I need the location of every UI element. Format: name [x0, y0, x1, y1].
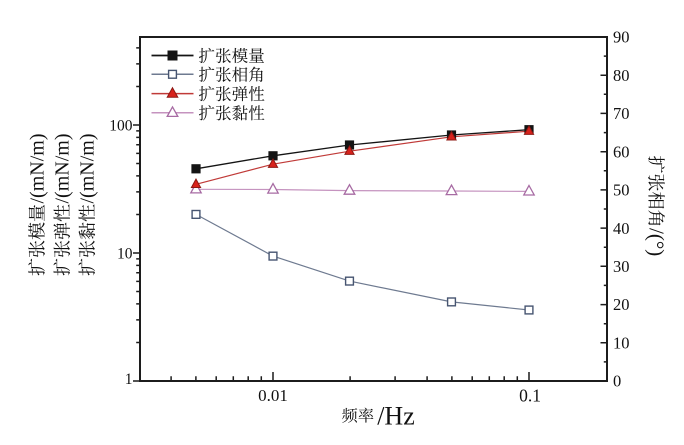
svg-text:40: 40	[613, 219, 630, 238]
svg-text:/(mN/m): /(mN/m)	[77, 134, 99, 204]
svg-text:1: 1	[125, 371, 133, 388]
svg-text:100: 100	[109, 117, 133, 134]
svg-text:10: 10	[117, 245, 133, 262]
svg-text:/(°): /(°)	[645, 228, 669, 256]
svg-text:30: 30	[613, 257, 630, 276]
svg-text:/(mN/m): /(mN/m)	[26, 134, 48, 204]
svg-text:50: 50	[613, 181, 630, 200]
svg-text:90: 90	[613, 28, 630, 47]
svg-text:80: 80	[613, 66, 630, 85]
svg-text:0.01: 0.01	[258, 386, 288, 405]
svg-text:10: 10	[613, 334, 630, 353]
svg-text:0: 0	[613, 372, 621, 391]
svg-text:60: 60	[613, 142, 630, 161]
svg-text:0.1: 0.1	[519, 386, 541, 406]
svg-text:70: 70	[613, 104, 630, 123]
svg-text:20: 20	[613, 295, 630, 314]
svg-text:/Hz: /Hz	[377, 402, 415, 431]
svg-text:/(mN/m): /(mN/m)	[52, 134, 74, 204]
